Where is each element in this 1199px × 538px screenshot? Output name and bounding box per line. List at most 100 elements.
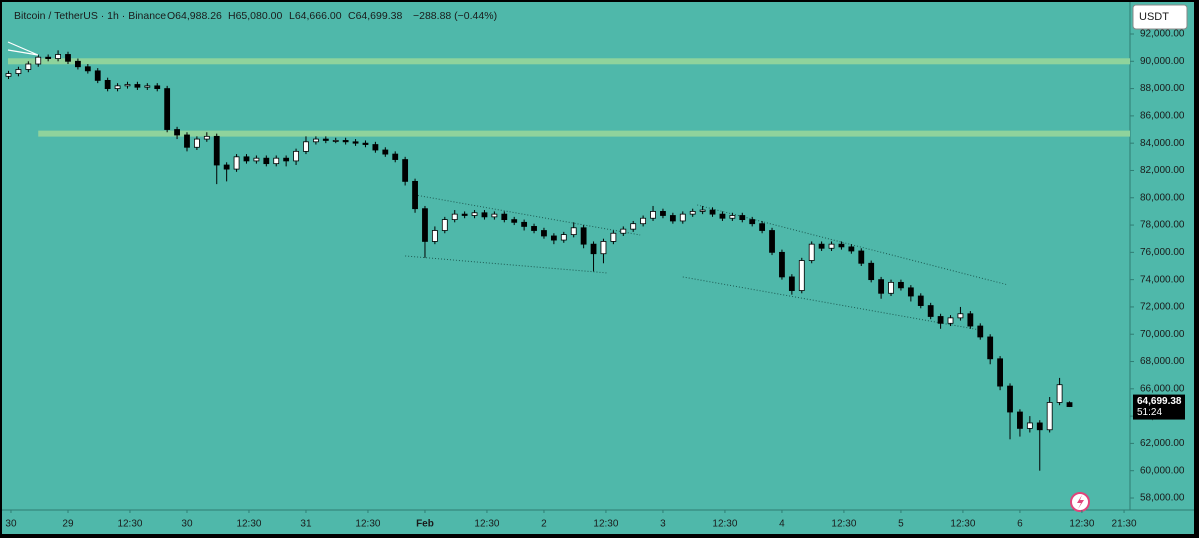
candle-body bbox=[223, 164, 230, 170]
trend-line bbox=[405, 255, 607, 274]
candle-body bbox=[283, 157, 290, 162]
candle-body bbox=[75, 60, 81, 68]
candle-body bbox=[917, 295, 924, 306]
y-tick-label: 74,000.00 bbox=[1140, 274, 1185, 285]
ohlc-high: H65,080.00 bbox=[228, 10, 282, 22]
candle-body bbox=[84, 66, 91, 72]
candle-body bbox=[1026, 422, 1033, 429]
candle-body bbox=[382, 149, 389, 155]
plot-area bbox=[5, 50, 1131, 471]
y-tick-label: 82,000.00 bbox=[1140, 165, 1185, 176]
candle-body bbox=[779, 251, 785, 278]
candle-body bbox=[550, 235, 557, 241]
candle-body bbox=[511, 219, 518, 223]
ohlc-change: −288.88 (−0.44%) bbox=[413, 10, 497, 22]
candle-body bbox=[263, 157, 270, 165]
x-tick-label: 21:30 bbox=[1112, 519, 1137, 530]
x-tick-label: 12:30 bbox=[474, 519, 499, 530]
candle-body bbox=[422, 208, 428, 242]
candle-body bbox=[1007, 385, 1013, 413]
candle-body bbox=[650, 211, 656, 219]
candle-body bbox=[293, 150, 299, 162]
candle-body bbox=[94, 70, 101, 81]
y-tick-label: 84,000.00 bbox=[1140, 138, 1185, 149]
candle-body bbox=[15, 69, 22, 74]
y-tick-label: 76,000.00 bbox=[1140, 247, 1185, 258]
candle-body bbox=[25, 63, 32, 70]
candle-body bbox=[927, 305, 934, 317]
x-tick-label: 12:30 bbox=[355, 519, 380, 530]
candle-body bbox=[124, 84, 131, 87]
candle-body bbox=[412, 180, 418, 210]
candle-body bbox=[630, 223, 637, 230]
currency-button-box[interactable] bbox=[1132, 4, 1188, 30]
candle-body bbox=[1036, 422, 1043, 431]
candle-body bbox=[1046, 402, 1053, 431]
y-tick-label: 92,000.00 bbox=[1140, 29, 1185, 40]
candle-body bbox=[1017, 411, 1023, 429]
candle-body bbox=[798, 260, 805, 291]
trend-line bbox=[414, 194, 641, 236]
x-tick-label: 29 bbox=[62, 519, 74, 530]
price-zone bbox=[38, 130, 1131, 137]
candle-body bbox=[144, 85, 151, 88]
candle-body bbox=[104, 79, 111, 89]
ohlc-open: O64,988.26 bbox=[167, 10, 222, 22]
candle-body bbox=[154, 85, 161, 89]
candle-body bbox=[332, 140, 339, 142]
last-price-box bbox=[1133, 394, 1185, 420]
candle-body bbox=[501, 213, 508, 220]
drawing-lines bbox=[7, 41, 39, 56]
candle-body bbox=[451, 213, 458, 220]
trend-line bbox=[697, 204, 1009, 286]
candle-body bbox=[788, 276, 795, 291]
candle-body bbox=[1066, 402, 1073, 407]
candle-body bbox=[372, 144, 379, 151]
y-tick-label: 86,000.00 bbox=[1140, 111, 1185, 122]
y-tick-label: 80,000.00 bbox=[1140, 192, 1185, 203]
y-tick-label: 72,000.00 bbox=[1140, 302, 1185, 313]
candle-body bbox=[213, 135, 220, 166]
candle-body bbox=[858, 250, 865, 264]
candle-body bbox=[749, 219, 756, 225]
candle-body bbox=[352, 141, 359, 144]
candle-body bbox=[45, 56, 52, 59]
candle-body bbox=[531, 226, 537, 231]
x-tick-label: 31 bbox=[300, 519, 312, 530]
candle-body bbox=[461, 213, 468, 216]
x-tick-label: 12:30 bbox=[1069, 519, 1094, 530]
candle-body bbox=[729, 215, 736, 219]
candle-body bbox=[312, 138, 319, 143]
candle-body bbox=[957, 313, 964, 319]
last-price-label: 64,699.38 bbox=[1137, 396, 1182, 407]
candle-body bbox=[838, 243, 845, 248]
currency-label[interactable]: USDT bbox=[1139, 11, 1169, 23]
y-tick-label: 90,000.00 bbox=[1140, 56, 1185, 67]
currency-button[interactable]: USDT bbox=[1132, 4, 1188, 30]
y-tick-label: 88,000.00 bbox=[1140, 83, 1185, 94]
candle-body bbox=[65, 54, 71, 62]
candle-body bbox=[977, 325, 984, 338]
candle-body bbox=[243, 156, 250, 162]
candle-body bbox=[134, 84, 141, 88]
candle-body bbox=[481, 212, 488, 218]
candle-body bbox=[868, 262, 875, 281]
candle-body bbox=[888, 281, 894, 294]
candle-body bbox=[937, 316, 944, 324]
candle-body bbox=[689, 211, 696, 215]
x-tick-label: 30 bbox=[5, 519, 17, 530]
candle-body bbox=[362, 142, 369, 145]
x-tick-label: 12:30 bbox=[236, 519, 261, 530]
y-tick-label: 66,000.00 bbox=[1140, 383, 1185, 394]
candle-body bbox=[1056, 384, 1063, 403]
x-tick-label: 2 bbox=[541, 519, 547, 530]
x-tick-label: 30 bbox=[181, 519, 193, 530]
candle-body bbox=[620, 228, 627, 234]
x-tick-label: 12:30 bbox=[712, 519, 737, 530]
candle-body bbox=[431, 230, 438, 242]
x-tick-label: 5 bbox=[898, 519, 904, 530]
candle-body bbox=[521, 221, 528, 227]
candle-body bbox=[273, 157, 280, 165]
y-tick-label: 78,000.00 bbox=[1140, 220, 1185, 231]
